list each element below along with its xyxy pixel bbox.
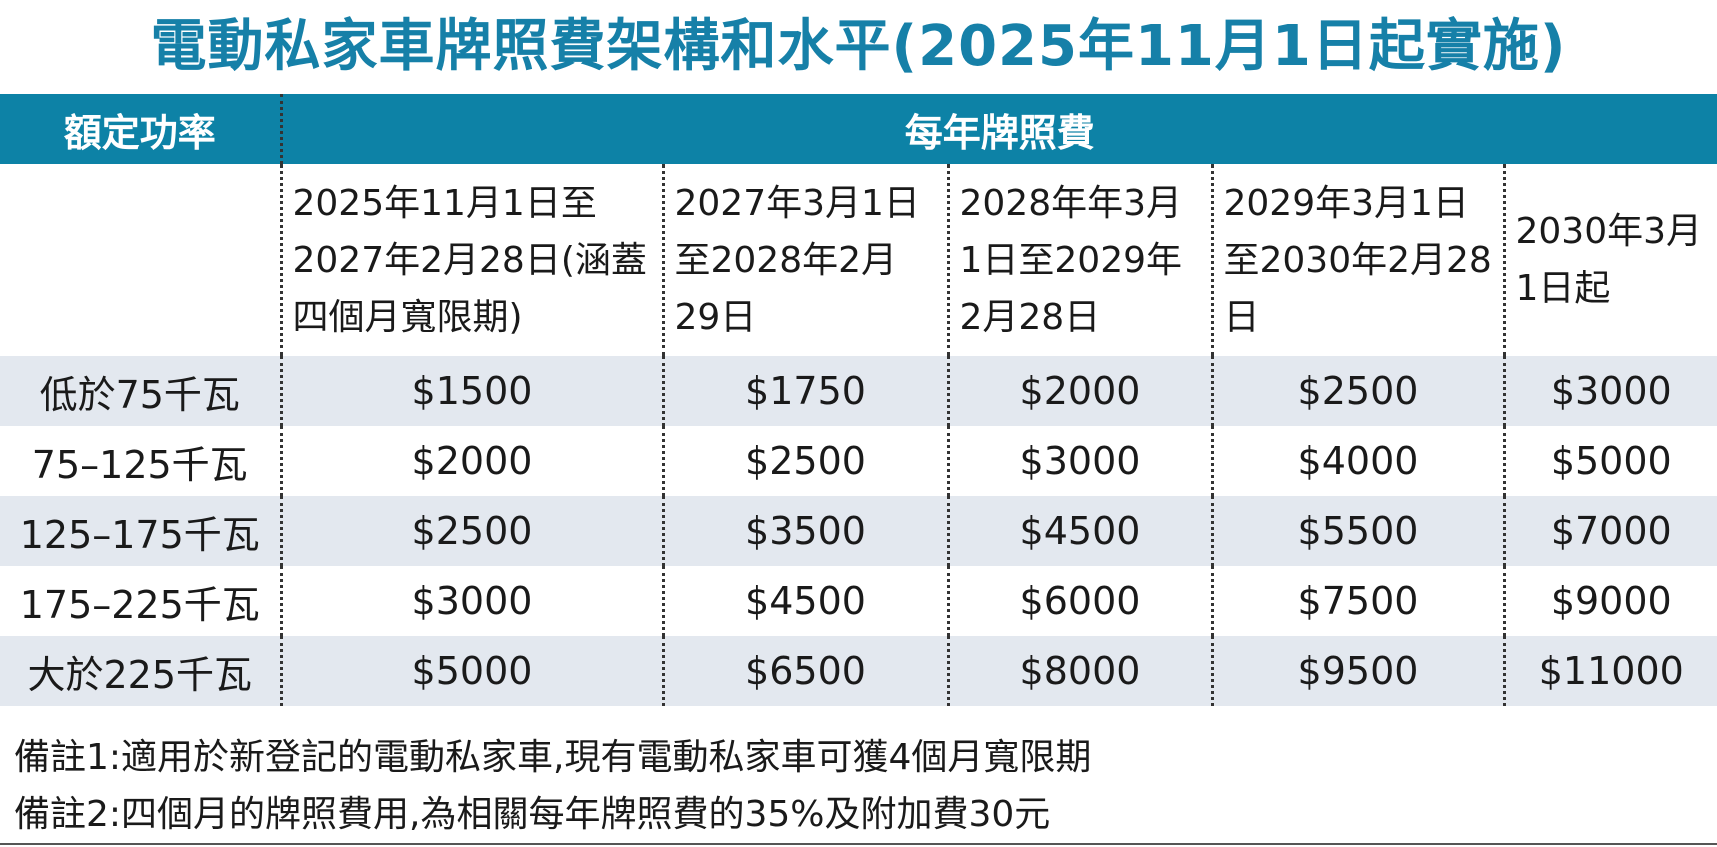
fee-cell: $9000	[1502, 566, 1717, 636]
annual-fee-column-header: 每年牌照費	[279, 94, 1717, 164]
fee-cell: $9500	[1210, 636, 1504, 706]
fee-cell: $5000	[279, 636, 663, 706]
fee-cell: $7500	[1210, 566, 1504, 636]
fee-cell: $6500	[661, 636, 948, 706]
fee-cell: $2500	[661, 426, 948, 496]
table-row: 低於75千瓦 $1500 $1750 $2000 $2500 $3000	[0, 356, 1717, 426]
fee-cell: $6000	[946, 566, 1212, 636]
fee-cell: $5000	[1502, 426, 1717, 496]
fee-cell: $2000	[279, 426, 663, 496]
bottom-divider	[0, 843, 1717, 845]
power-cell: 大於225千瓦	[0, 636, 281, 706]
fee-cell: $4000	[1210, 426, 1504, 496]
fee-cell: $2500	[1210, 356, 1504, 426]
table-row: 大於225千瓦 $5000 $6500 $8000 $9500 $11000	[0, 636, 1717, 706]
period-cell: 2030年3月1日起	[1502, 164, 1717, 356]
power-cell: 125–175千瓦	[0, 496, 281, 566]
fee-cell: $3000	[279, 566, 663, 636]
fee-cell: $3000	[946, 426, 1212, 496]
fee-cell: $3000	[1502, 356, 1717, 426]
power-cell: 175–225千瓦	[0, 566, 281, 636]
fee-cell: $3500	[661, 496, 948, 566]
fee-cell: $1750	[661, 356, 948, 426]
table-row: 75–125千瓦 $2000 $2500 $3000 $4000 $5000	[0, 426, 1717, 496]
period-header-row: 2025年11月1日至2027年2月28日(涵蓋四個月寬限期) 2027年3月1…	[0, 164, 1717, 356]
power-column-header: 額定功率	[0, 94, 281, 164]
period-cell: 2028年年3月1日至2029年2月28日	[946, 164, 1212, 356]
period-blank-cell	[0, 164, 281, 356]
period-cell: 2027年3月1日至2028年2月29日	[661, 164, 948, 356]
fee-cell: $1500	[279, 356, 663, 426]
table-header-row: 額定功率 每年牌照費	[0, 94, 1717, 164]
period-cell: 2029年3月1日至2030年2月28日	[1210, 164, 1504, 356]
license-fee-table: 額定功率 每年牌照費 2025年11月1日至2027年2月28日(涵蓋四個月寬限…	[0, 94, 1717, 706]
fee-cell: $5500	[1210, 496, 1504, 566]
fee-cell: $8000	[946, 636, 1212, 706]
table-row: 125–175千瓦 $2500 $3500 $4500 $5500 $7000	[0, 496, 1717, 566]
fee-cell: $2000	[946, 356, 1212, 426]
footnote-1: 備註1:適用於新登記的電動私家車,現有電動私家車可獲4個月寬限期	[14, 737, 1092, 778]
fee-cell: $7000	[1502, 496, 1717, 566]
fee-cell: $4500	[661, 566, 948, 636]
power-cell: 低於75千瓦	[0, 356, 281, 426]
footnote-2: 備註2:四個月的牌照費用,為相關每年牌照費的35%及附加費30元	[14, 794, 1051, 835]
fee-cell: $4500	[946, 496, 1212, 566]
period-cell: 2025年11月1日至2027年2月28日(涵蓋四個月寬限期)	[279, 164, 663, 356]
page-title: 電動私家車牌照費架構和水平(2025年11月1日起實施)	[150, 14, 1567, 79]
power-cell: 75–125千瓦	[0, 426, 281, 496]
table-row: 175–225千瓦 $3000 $4500 $6000 $7500 $9000	[0, 566, 1717, 636]
fee-cell: $11000	[1502, 636, 1717, 706]
fee-cell: $2500	[279, 496, 663, 566]
